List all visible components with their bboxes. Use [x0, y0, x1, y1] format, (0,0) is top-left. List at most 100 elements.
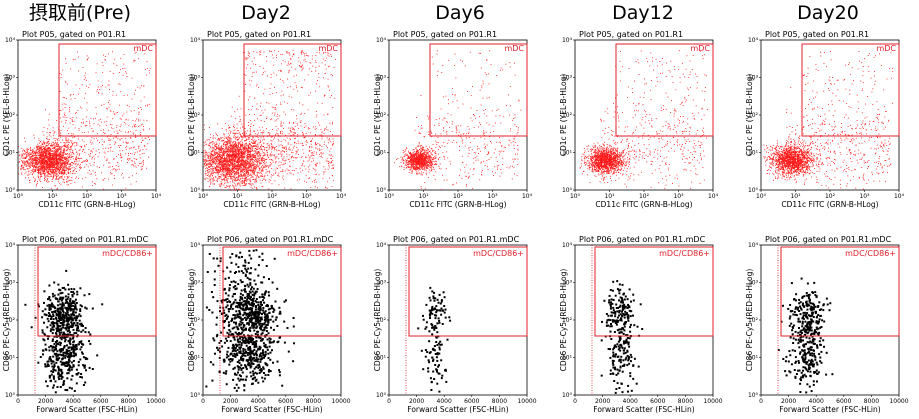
x-tick-label: 10¹ [232, 193, 243, 200]
event-dots [394, 50, 521, 190]
event-dots [205, 249, 295, 392]
plot-frame [203, 40, 341, 190]
y-tick-label: 10⁰ [748, 392, 759, 399]
x-tick-label: 10⁴ [894, 193, 905, 200]
event-dots [24, 270, 103, 393]
x-axis-label: CD11c FITC (GRN-B-HLog) [38, 200, 135, 209]
x-tick-label: 10000 [889, 398, 908, 405]
x-tick-label: 10² [82, 193, 93, 200]
mdc-gate [430, 44, 527, 136]
x-tick-label: 2000 [595, 398, 610, 405]
x-axis-label: CD11c FITC (GRN-B-HLog) [595, 200, 692, 209]
x-tick-label: 6000 [836, 398, 851, 405]
x-tick-label: 4000 [623, 398, 638, 405]
x-tick-label: 8000 [306, 398, 321, 405]
column-title: Day20 [758, 0, 898, 26]
x-tick-label: 10² [825, 193, 836, 200]
x-tick-label: 8000 [121, 398, 136, 405]
plot-title: Plot P06, gated on P01.R1.mDC [22, 235, 149, 244]
plot-title: Plot P05, gated on P01.R1 [393, 30, 497, 39]
x-tick-label: 10³ [673, 193, 684, 200]
plot-svg: Plot P05, gated on P01.R1 mDC 10⁰ 10¹ 10² 10³… [559, 28, 727, 214]
cd86-gate [781, 247, 899, 336]
plot-title: Plot P05, gated on P01.R1 [579, 30, 683, 39]
plot-title: Plot P05, gated on P01.R1 [22, 30, 126, 39]
x-axis-label: Forward Scatter (FSC-HLin) [36, 405, 137, 414]
gate-label: mDC [318, 44, 338, 53]
gate-label: mDC [690, 44, 710, 53]
y-tick-label: 10⁰ [5, 187, 16, 194]
x-axis-label: Forward Scatter (FSC-HLin) [407, 405, 508, 414]
x-tick-label: 10² [453, 193, 464, 200]
y-tick-label: 10⁴ [5, 242, 16, 249]
event-dots [580, 50, 708, 189]
x-axis-label: Forward Scatter (FSC-HLin) [779, 405, 880, 414]
x-tick-label: 6000 [278, 398, 293, 405]
x-tick-label: 10¹ [47, 193, 58, 200]
x-tick-label: 10⁴ [336, 193, 347, 200]
y-tick-label: 10⁰ [376, 187, 387, 194]
x-tick-label: 10000 [331, 398, 350, 405]
x-tick-label: 10³ [859, 193, 870, 200]
y-tick-label: 10⁴ [376, 242, 387, 249]
x-tick-label: 10² [267, 193, 278, 200]
x-tick-label: 8000 [678, 398, 693, 405]
y-axis-label: CD86 PE-Cy5 (RED-B-HLog) [187, 269, 196, 372]
x-axis-label: CD11c FITC (GRN-B-HLog) [409, 200, 506, 209]
x-tick-label: 0 [387, 398, 391, 405]
y-tick-label: 10⁰ [562, 392, 573, 399]
y-tick-label: 10⁴ [748, 37, 759, 44]
x-tick-label: 0 [201, 398, 205, 405]
x-tick-label: 10³ [301, 193, 312, 200]
x-tick-label: 10³ [116, 193, 127, 200]
plot-title: Plot P06, gated on P01.R1.mDC [579, 235, 706, 244]
mdc-gate [616, 44, 713, 136]
y-tick-label: 10⁴ [748, 242, 759, 249]
x-axis-label: Forward Scatter (FSC-HLin) [593, 405, 694, 414]
plot-frame [389, 245, 527, 395]
column-title: Day6 [390, 0, 530, 26]
y-axis-label: CD86 PE-Cy5 (RED-B-HLog) [559, 269, 568, 372]
x-tick-label: 10⁰ [570, 193, 581, 200]
x-tick-label: 10² [639, 193, 650, 200]
y-tick-label: 10⁴ [5, 37, 16, 44]
x-tick-label: 10⁰ [13, 193, 24, 200]
x-tick-label: 6000 [464, 398, 479, 405]
plot-title: Plot P06, gated on P01.R1.mDC [765, 235, 892, 244]
x-tick-label: 6000 [650, 398, 665, 405]
x-tick-label: 0 [759, 398, 763, 405]
x-tick-label: 2000 [223, 398, 238, 405]
x-tick-label: 10⁰ [384, 193, 395, 200]
x-tick-label: 10⁴ [522, 193, 533, 200]
y-tick-label: 10⁴ [376, 37, 387, 44]
x-tick-label: 10¹ [604, 193, 615, 200]
y-axis-label: CD86 PE-Cy5 (RED-B-HLog) [2, 269, 11, 372]
plot-frame [761, 245, 899, 395]
column-title: 摂取前(Pre) [10, 0, 150, 26]
event-dots [18, 51, 151, 190]
plot-title: Plot P05, gated on P01.R1 [765, 30, 869, 39]
x-tick-label: 10⁴ [151, 193, 162, 200]
y-axis-label: CD1c PE (YEL-B-HLog) [559, 74, 568, 157]
y-axis-label: CD1c PE (YEL-B-HLog) [187, 74, 196, 157]
x-tick-label: 6000 [93, 398, 108, 405]
gate-label: mDC/CD86+ [473, 249, 524, 258]
event-dots [601, 280, 644, 394]
x-tick-label: 4000 [809, 398, 824, 405]
x-tick-label: 10000 [703, 398, 722, 405]
mdc-gate [802, 44, 899, 136]
